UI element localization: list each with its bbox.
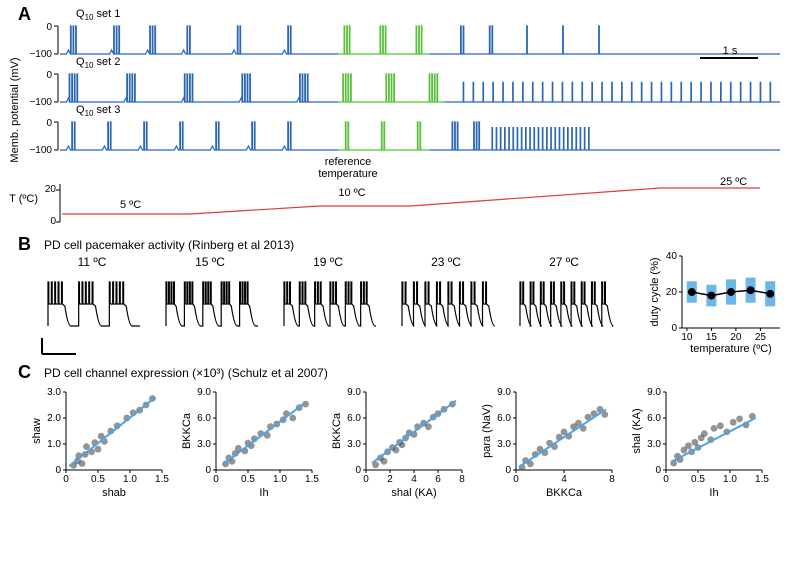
svg-text:Q10 set 1: Q10 set 1 [76,8,120,22]
svg-text:Memb. potential (mV): Memb. potential (mV) [9,57,21,162]
svg-text:0: 0 [671,323,677,334]
svg-text:25 ºC: 25 ºC [720,176,747,188]
svg-text:Q10 set 2: Q10 set 2 [76,56,120,70]
svg-text:0: 0 [46,22,52,33]
svg-text:9.0: 9.0 [347,387,361,398]
svg-text:1.0: 1.0 [47,439,61,450]
svg-text:6.0: 6.0 [497,413,511,424]
svg-text:3.0: 3.0 [497,439,511,450]
svg-text:−100: −100 [29,145,52,156]
svg-text:0: 0 [50,216,56,227]
svg-text:1.5: 1.5 [155,474,169,485]
panel-b-label: B [18,234,31,255]
svg-text:8: 8 [459,474,465,485]
panel-a-traces: Q10 set 1 Q10 set 2 Q10 set 3 referencetem… [40,10,780,230]
panel-a-label: A [18,4,31,25]
svg-text:6.0: 6.0 [647,413,661,424]
svg-text:0: 0 [505,465,511,476]
panel-b-dutyplot: 0 20 40 10 15 20 25 duty cycle (%) temperature (… [648,248,788,356]
svg-text:6.0: 6.0 [347,413,361,424]
svg-text:1.0: 1.0 [723,474,737,485]
svg-text:1.5: 1.5 [305,474,319,485]
svg-text:27 ºC: 27 ºC [549,255,579,269]
panel-a-yticks: 0−1000−1000−100 [40,10,70,175]
panel-a-svg: Q10 set 1 Q10 set 2 Q10 set 3 referencetem… [40,10,780,230]
svg-text:shab: shab [102,487,126,499]
panel-b-title: PD cell pacemaker activity (Rinberg et a… [44,238,294,252]
svg-text:2: 2 [387,474,393,485]
svg-text:3.0: 3.0 [197,439,211,450]
svg-text:shal (KA): shal (KA) [391,487,436,499]
svg-text:BKKCa: BKKCa [181,412,193,449]
svg-text:Ih: Ih [259,487,268,499]
svg-text:0: 0 [513,474,519,485]
panel-b-bursts: 11 ºC 15 ºC 19 ºC 23 ºC 27 ºC [36,254,656,350]
svg-text:shal (KA): shal (KA) [631,408,643,453]
svg-text:9.0: 9.0 [497,387,511,398]
svg-text:0: 0 [663,474,669,485]
svg-text:0: 0 [205,465,211,476]
svg-text:6: 6 [435,474,441,485]
panel-c-title: PD cell channel expression (×10³) (Schul… [44,366,328,380]
svg-text:8: 8 [609,474,615,485]
svg-text:1.5: 1.5 [755,474,769,485]
svg-text:referencetemperature: referencetemperature [318,156,377,180]
svg-text:3.0: 3.0 [647,439,661,450]
svg-text:5 ºC: 5 ºC [120,199,141,211]
svg-text:0: 0 [363,474,369,485]
svg-text:3.0: 3.0 [347,439,361,450]
svg-text:25: 25 [755,332,767,343]
svg-text:BKKCa: BKKCa [331,412,343,449]
svg-text:23 ºC: 23 ºC [431,255,461,269]
panel-c-scatters: 01.02.03.000.51.01.5shawshab03.06.09.000… [30,384,790,514]
svg-text:1 s: 1 s [723,45,738,57]
svg-text:40: 40 [666,251,678,262]
svg-text:Ih: Ih [709,487,718,499]
svg-text:20: 20 [666,287,678,298]
svg-text:T (ºC): T (ºC) [9,193,38,205]
svg-text:10 ºC: 10 ºC [338,187,365,199]
svg-text:1.0: 1.0 [123,474,137,485]
svg-text:0.5: 0.5 [91,474,105,485]
svg-text:1.0: 1.0 [273,474,287,485]
svg-text:15 ºC: 15 ºC [195,255,225,269]
panel-c-label: C [18,362,31,383]
svg-text:para (NaV): para (NaV) [481,404,493,458]
svg-text:11 ºC: 11 ºC [78,255,107,269]
svg-text:4: 4 [411,474,417,485]
svg-text:0: 0 [55,465,61,476]
svg-text:0.5: 0.5 [691,474,705,485]
svg-text:19 ºC: 19 ºC [313,255,343,269]
svg-text:shaw: shaw [31,418,43,444]
panel-b-scalebar [36,336,86,367]
svg-text:4: 4 [561,474,567,485]
svg-text:duty cycle (%): duty cycle (%) [649,257,661,326]
svg-text:15: 15 [706,332,718,343]
svg-text:10: 10 [681,332,693,343]
svg-text:0: 0 [355,465,361,476]
svg-text:6.0: 6.0 [197,413,211,424]
svg-text:2.0: 2.0 [47,413,61,424]
svg-text:temperature (ºC): temperature (ºC) [690,343,772,355]
svg-text:Q10 set 3: Q10 set 3 [76,104,120,118]
svg-text:3.0: 3.0 [47,387,61,398]
svg-text:0: 0 [63,474,69,485]
svg-text:0.5: 0.5 [241,474,255,485]
svg-text:20: 20 [45,184,57,195]
svg-text:BKKCa: BKKCa [546,487,583,499]
svg-text:−100: −100 [29,49,52,60]
svg-text:0: 0 [655,465,661,476]
svg-text:9.0: 9.0 [197,387,211,398]
svg-text:0: 0 [213,474,219,485]
svg-text:0: 0 [46,118,52,129]
svg-text:20: 20 [730,332,742,343]
svg-text:9.0: 9.0 [647,387,661,398]
panel-a-yaxis-label: Memb. potential (mV) [6,40,30,185]
svg-text:−100: −100 [29,97,52,108]
svg-text:0: 0 [46,70,52,81]
